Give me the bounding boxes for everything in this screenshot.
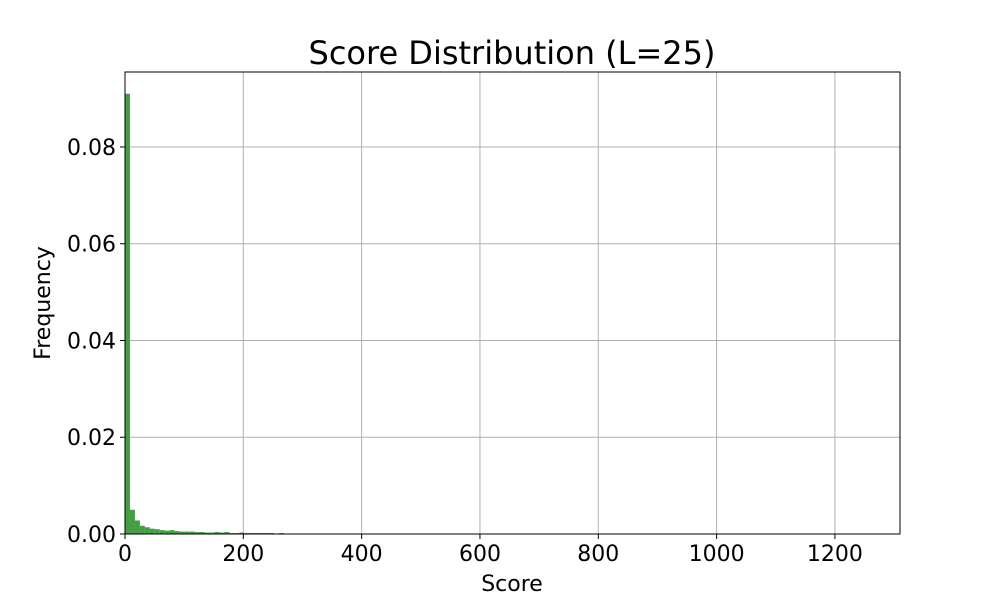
bars: [125, 93, 304, 535]
x-tick-label: 600: [459, 542, 501, 567]
histogram-bar: [224, 532, 230, 534]
histogram-bar: [204, 532, 210, 534]
histogram-bar: [239, 532, 245, 534]
histogram-bar: [125, 93, 130, 535]
histogram-bar: [169, 530, 175, 534]
histogram-bar: [159, 530, 165, 534]
y-tick-label: 0.06: [67, 233, 116, 258]
histogram-bar: [214, 532, 220, 534]
histogram-bar: [219, 532, 225, 534]
histogram-bar: [144, 527, 150, 534]
y-tick-label: 0.02: [67, 426, 116, 451]
y-tick-label: 0.08: [67, 136, 116, 161]
histogram-bar: [129, 509, 135, 534]
histogram-bar: [149, 528, 155, 534]
x-axis-label: Score: [481, 572, 543, 597]
histogram-bar: [164, 530, 170, 534]
plot-frame: [124, 71, 901, 535]
histogram-bar: [139, 525, 145, 534]
y-tick-label: 0.00: [67, 523, 116, 548]
histogram-bar: [199, 532, 205, 534]
histogram-bar: [154, 529, 160, 534]
histogram-bar: [174, 531, 180, 534]
histogram-bar: [134, 520, 140, 534]
x-tick-label: 1000: [689, 542, 745, 567]
y-tick-label: 0.04: [67, 329, 116, 354]
x-tick-label: 0: [118, 542, 132, 567]
histogram-bar: [209, 532, 215, 534]
histogram-bar: [179, 531, 185, 534]
x-tick-label: 1200: [807, 542, 863, 567]
histogram-bar: [184, 531, 190, 534]
y-axis-label: Frequency: [31, 246, 56, 360]
x-tick-label: 800: [577, 542, 619, 567]
histogram-bar: [189, 531, 195, 534]
x-axis-ticks: 0 200 400 600 800 1000 1200: [118, 534, 863, 567]
histogram-bar: [194, 532, 200, 534]
grid: [124, 72, 900, 535]
chart-title: Score Distribution (L=25): [309, 34, 716, 72]
x-tick-label: 200: [222, 542, 264, 567]
x-tick-label: 400: [341, 542, 383, 567]
y-axis-ticks: 0.00 0.02 0.04 0.06 0.08: [67, 136, 125, 548]
